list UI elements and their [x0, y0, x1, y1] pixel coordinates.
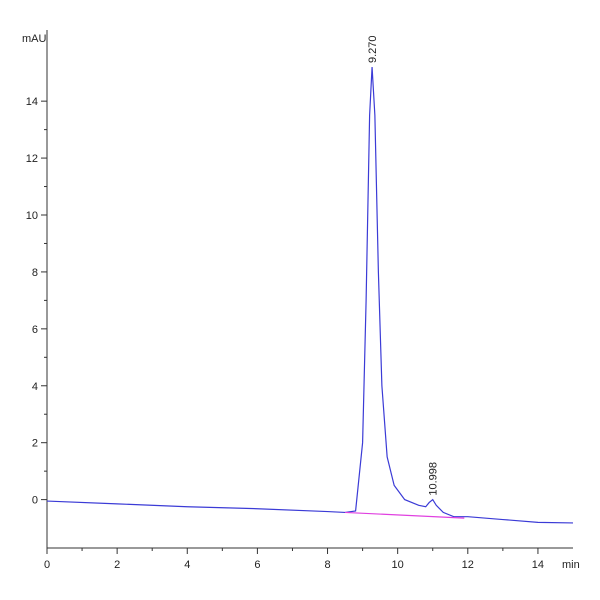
peak-label: 10.998	[428, 462, 440, 496]
x-tick-label: 12	[462, 559, 474, 571]
y-tick-label: 6	[32, 324, 38, 336]
x-tick-label: 14	[532, 559, 544, 571]
x-tick-label: 0	[44, 559, 50, 571]
x-tick-label: 4	[184, 559, 190, 571]
x-tick-label: 2	[114, 559, 120, 571]
y-tick-label: 4	[32, 381, 38, 393]
y-tick-label: 14	[26, 96, 38, 108]
x-tick-label: 8	[324, 559, 330, 571]
y-tick-label: 10	[26, 210, 38, 222]
x-axis-label: min	[562, 559, 580, 571]
y-tick-label: 2	[32, 438, 38, 450]
y-tick-label: 0	[32, 495, 38, 507]
x-tick-label: 6	[254, 559, 260, 571]
peak-label: 9.270	[367, 35, 379, 63]
trace	[345, 511, 465, 519]
trace	[46, 66, 574, 524]
y-tick-label: 12	[26, 153, 38, 165]
x-tick-label: 10	[392, 559, 404, 571]
y-tick-label: 8	[32, 267, 38, 279]
y-axis-label: mAU	[22, 33, 47, 45]
